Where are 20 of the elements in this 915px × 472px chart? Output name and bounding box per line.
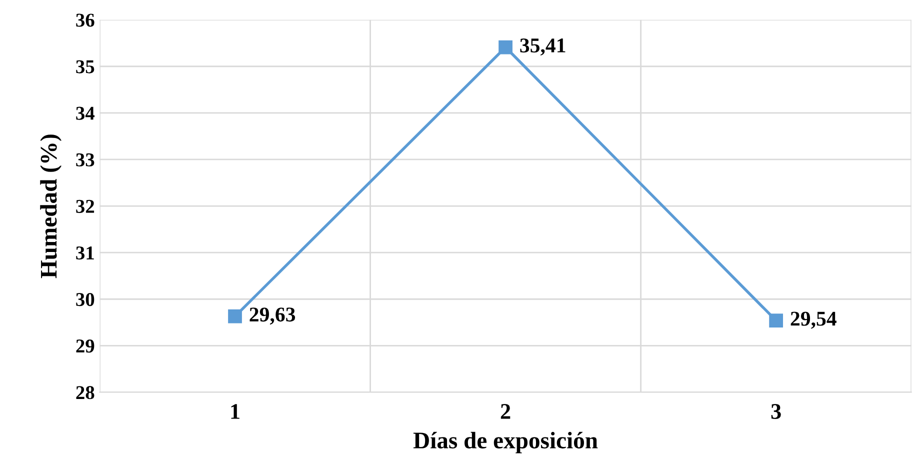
y-tick-label: 29 (76, 340, 94, 353)
y-tick-label: 35 (76, 60, 94, 74)
data-label: 35,41 (520, 38, 566, 56)
data-label: 29,54 (790, 312, 836, 329)
point (228, 309, 242, 324)
y-tick-label: 28 (76, 386, 94, 400)
y-axis-title: Humedad (%) (40, 134, 62, 278)
y-tick-label: 33 (76, 153, 94, 166)
x-tick-label: 3 (771, 404, 781, 419)
y-tick-label: 34 (76, 106, 95, 120)
data-label: 29,63 (250, 308, 296, 325)
y-tick-label: 32 (76, 200, 94, 213)
point (498, 40, 512, 54)
x-tick-label: 2 (500, 404, 510, 419)
y-tick-label: 31 (76, 246, 94, 260)
x-tick-label: 1 (231, 404, 240, 419)
x-axis-title: Días de exposición (413, 432, 598, 454)
y-tick-label: 36 (76, 14, 94, 27)
y-tick-label: 30 (76, 292, 94, 306)
point (769, 314, 784, 328)
